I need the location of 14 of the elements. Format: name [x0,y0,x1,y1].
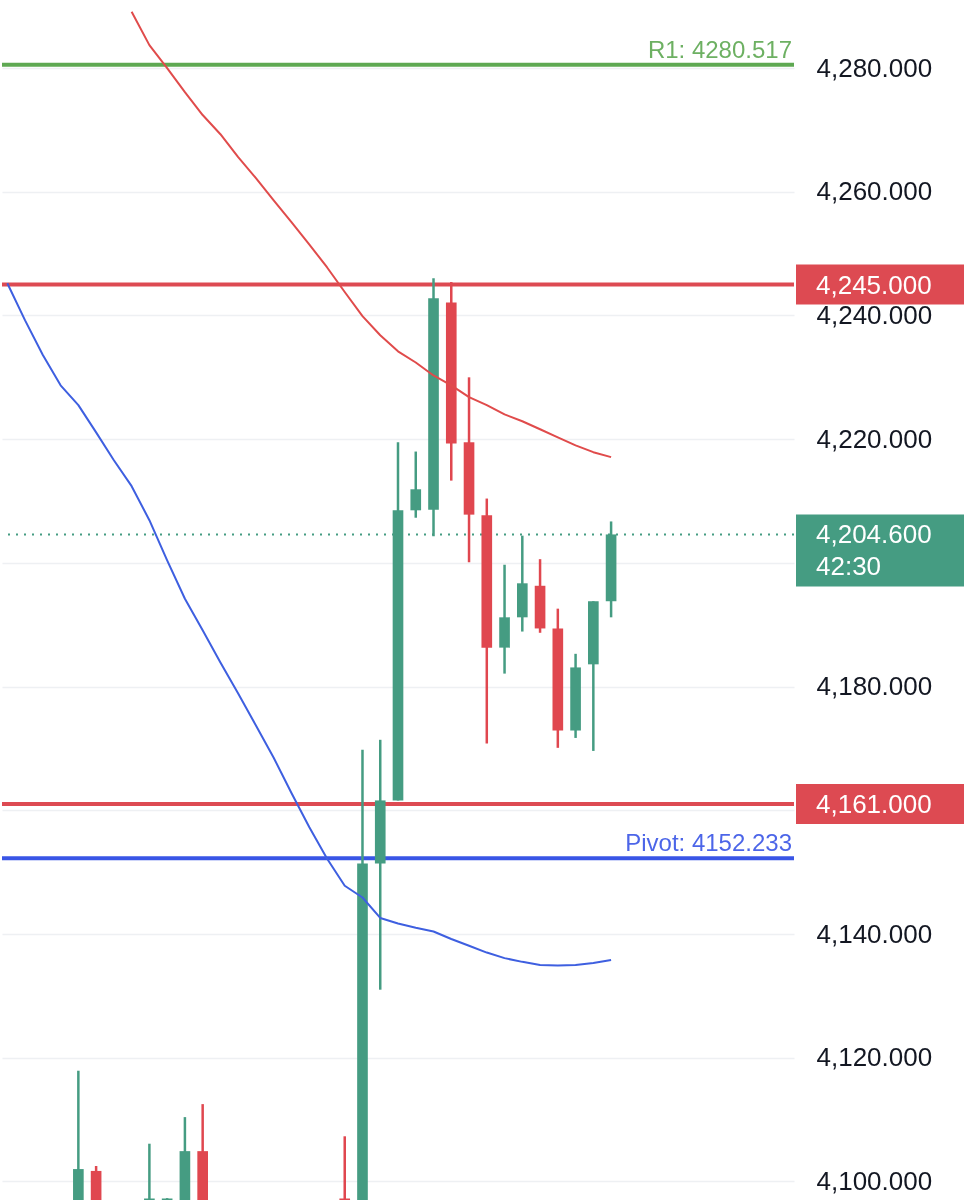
y-tick-label: 4,280.000 [816,52,933,83]
y-tick-label: 4,120.000 [816,1042,933,1073]
y-tick-label: 4,240.000 [816,299,933,330]
ref-line-label: 4,204.600 42:30 [816,519,932,582]
annotation: R1: 4280.517 [647,35,792,63]
y-tick-label: 4,220.000 [816,423,933,454]
y-tick-label: 4,260.000 [816,176,933,207]
y-tick-label: 4,100.000 [816,1165,933,1196]
ref-line-label: 4,161.000 [816,789,932,820]
y-tick-label: 4,180.000 [816,671,933,702]
candlestick [410,450,422,519]
annotation: Pivot: 4152.233 [625,829,792,857]
y-tick-label: 4,140.000 [816,918,933,949]
ref-line-label: 4,245.000 [816,269,932,300]
